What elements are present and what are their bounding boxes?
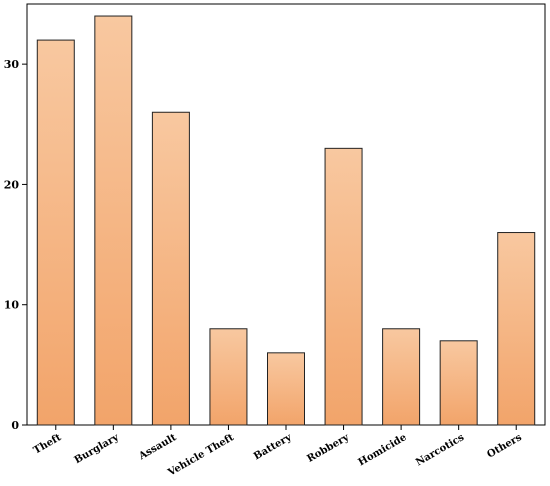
x-tick-label: Others: [485, 432, 524, 461]
bar-narcotics: [439, 340, 478, 426]
y-tick-label: 10: [4, 299, 20, 312]
bar-others: [497, 232, 536, 426]
bar-burglary: [94, 15, 133, 426]
x-tick-label: Homicide: [357, 432, 409, 468]
x-tick-label: Battery: [252, 431, 295, 462]
y-tick-label: 30: [4, 58, 20, 71]
bar-vehicle-theft: [209, 328, 248, 426]
x-tick-label: Narcotics: [414, 432, 466, 469]
y-axis: 0 10 20 30: [4, 58, 27, 432]
bar-assault: [151, 111, 190, 426]
bar-robbery: [324, 147, 363, 426]
bars-group: [36, 15, 536, 426]
bar-homicide: [382, 328, 421, 426]
x-tick-label: Burglary: [73, 431, 122, 466]
x-tick-label: Theft: [32, 432, 64, 457]
x-tick-label: Assault: [136, 432, 178, 463]
bar-battery: [267, 352, 305, 426]
y-tick-label: 20: [4, 178, 20, 191]
y-tick-label: 0: [11, 419, 19, 432]
bar-theft: [36, 39, 75, 426]
x-tick-label: Robbery: [305, 431, 352, 464]
